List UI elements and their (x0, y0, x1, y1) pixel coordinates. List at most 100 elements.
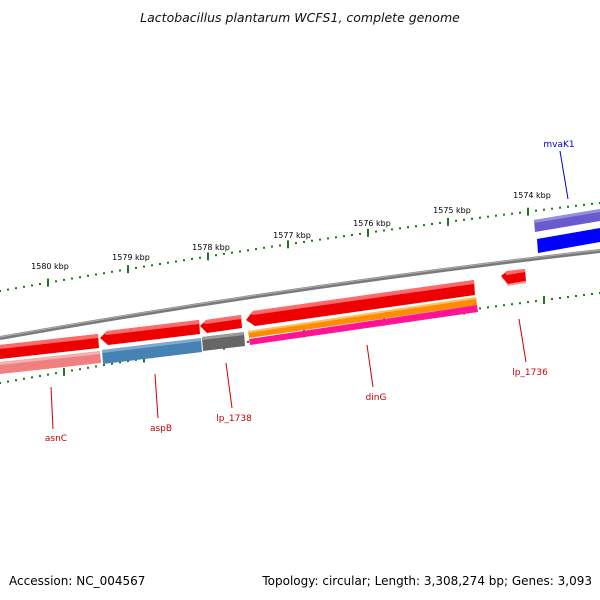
outer-ruler-minor-tick (215, 254, 217, 257)
outer-ruler-major-tick (127, 265, 129, 274)
tick-label-1580: 1580 kbp (31, 262, 69, 271)
feature-lp_1738[interactable] (200, 315, 245, 351)
leader-lp_1738 (225, 362, 233, 409)
outer-ruler-minor-tick (159, 263, 161, 265)
inner-ruler-minor-tick (111, 362, 113, 365)
outer-ruler-minor-tick (511, 212, 513, 215)
outer-ruler-minor-tick (583, 203, 585, 206)
outer-ruler-minor-tick (399, 227, 401, 230)
outer-ruler-major-tick (207, 252, 209, 261)
feature-asnC[interactable] (0, 334, 101, 374)
gene-asnC[interactable] (0, 351, 101, 374)
outer-ruler-minor-tick (311, 239, 313, 242)
genome-summary-label: Topology: circular; Length: 3,308,274 bp… (262, 574, 592, 588)
outer-ruler-minor-tick (103, 272, 105, 275)
outer-ruler-minor-tick (151, 264, 153, 267)
outer-ruler-minor-tick (87, 274, 89, 277)
outer-ruler-minor-tick (591, 202, 593, 205)
outer-ruler-minor-tick (327, 237, 329, 240)
outer-ruler-major-tick (527, 207, 529, 216)
outer-ruler-minor-tick (303, 240, 305, 243)
outer-ruler-minor-tick (279, 244, 281, 247)
gene-label-lp_1736[interactable]: lp_1736 (512, 368, 548, 378)
outer-ruler-major-tick (287, 240, 289, 249)
inner-ruler-minor-tick (127, 360, 129, 363)
outer-ruler-minor-tick (423, 224, 425, 227)
label-leader-lines (50, 150, 569, 430)
inner-ruler-major-tick (63, 367, 65, 376)
inner-ruler-minor-tick (79, 368, 81, 371)
outer-ruler-minor-tick (143, 265, 145, 268)
outer-ruler-minor-tick (263, 246, 265, 249)
outer-ruler-minor-tick (335, 236, 337, 239)
gene-label-aspB[interactable]: aspB (150, 424, 172, 434)
extra-feature-dinG[interactable] (249, 305, 478, 345)
gene-mvaK1[interactable] (537, 228, 600, 253)
gene-label-mvaK1[interactable]: mvaK1 (543, 140, 574, 150)
leader-lp_1736 (518, 318, 527, 363)
outer-ruler-minor-tick (567, 205, 569, 208)
outer-ruler-minor-tick (231, 251, 233, 254)
outer-ruler-minor-tick (31, 284, 33, 287)
leader-asnC (50, 386, 54, 430)
gene-label-dinG[interactable]: dinG (366, 393, 387, 403)
outer-ruler-minor-tick (71, 277, 73, 280)
outer-ruler-minor-tick (351, 234, 353, 236)
inner-ruler-minor-tick (87, 366, 89, 369)
outer-ruler-minor-tick (519, 211, 521, 214)
feature-dinG[interactable] (246, 280, 478, 345)
inner-ruler-minor-tick (0, 382, 1, 384)
inner-ruler-major-tick (543, 296, 545, 304)
leader-dinG (366, 344, 374, 388)
outer-ruler-minor-tick (375, 230, 377, 233)
inner-ruler-minor-tick (583, 294, 585, 296)
outer-ruler-minor-tick (535, 209, 537, 212)
tick-label-1574: 1574 kbp (513, 191, 551, 200)
outer-ruler-minor-tick (383, 229, 385, 232)
outer-ruler-minor-tick (503, 213, 505, 216)
inner-ruler-minor-tick (567, 296, 569, 298)
outer-ruler-minor-tick (479, 216, 481, 219)
feature-mvaK1[interactable] (534, 209, 600, 253)
inner-ruler-minor-tick (247, 340, 249, 343)
inner-ruler-minor-tick (31, 376, 33, 379)
outer-ruler-minor-tick (39, 283, 41, 285)
inner-ruler-minor-tick (103, 364, 105, 367)
outer-ruler-minor-tick (63, 278, 65, 281)
inner-ruler-minor-tick (519, 302, 521, 305)
outer-ruler-minor-tick (55, 280, 57, 283)
outer-ruler-minor-tick (79, 276, 81, 279)
outer-ruler-minor-tick (239, 250, 241, 253)
outer-ruler-minor-tick (199, 256, 201, 259)
outer-ruler-minor-tick (247, 249, 249, 252)
outer-ruler-minor-tick (191, 257, 193, 260)
inner-ruler-minor-tick (15, 379, 17, 382)
gene-aspB[interactable] (102, 338, 202, 364)
outer-ruler-minor-tick (439, 221, 441, 224)
outer-ruler-minor-tick (559, 206, 561, 209)
inner-ruler-minor-tick (503, 304, 505, 307)
feature-aspB[interactable] (100, 320, 202, 364)
inner-ruler-minor-tick (495, 305, 497, 308)
gene-label-lp_1738[interactable]: lp_1738 (216, 414, 252, 424)
accession-label: Accession: NC_004567 (9, 574, 146, 588)
tick-label-1579: 1579 kbp (112, 253, 150, 262)
outer-ruler-minor-tick (343, 235, 345, 238)
outer-ruler-minor-tick (487, 215, 489, 218)
tick-label-1577: 1577 kbp (273, 231, 311, 240)
inner-ruler-minor-tick (575, 295, 577, 297)
outer-ruler-minor-tick (391, 228, 393, 231)
feature-lp_1736[interactable] (501, 269, 526, 286)
inner-ruler-minor-tick (71, 369, 73, 372)
gene-label-asnC[interactable]: asnC (45, 434, 67, 444)
outer-ruler-minor-tick (495, 214, 497, 217)
inner-ruler-minor-tick (55, 372, 57, 375)
outer-ruler-minor-tick (455, 219, 457, 222)
inner-ruler-minor-tick (527, 301, 529, 304)
inner-ruler-minor-tick (487, 306, 489, 309)
inner-ruler-minor-tick (47, 373, 49, 376)
outer-ruler-minor-tick (7, 288, 9, 291)
outer-ruler-minor-tick (167, 261, 169, 264)
outer-ruler-minor-tick (295, 242, 297, 245)
